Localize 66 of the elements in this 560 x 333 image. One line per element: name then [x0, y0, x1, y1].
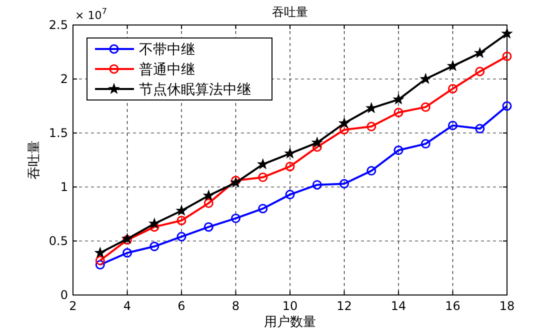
point: [366, 166, 376, 176]
point: [475, 66, 485, 76]
x-tick-label: 2: [69, 299, 77, 313]
point: [340, 125, 349, 135]
y-tick-label: 1: [60, 180, 68, 194]
point: [312, 137, 322, 148]
y-tick-label: 1.5: [48, 126, 68, 140]
point: [176, 232, 186, 242]
point: [502, 28, 512, 38]
point: [150, 222, 160, 232]
point: [393, 94, 404, 104]
x-tick-label: 12: [336, 299, 352, 313]
y-tick-label: 2: [60, 72, 68, 86]
point: [150, 242, 160, 252]
chart-title: 吞吐量: [272, 5, 308, 19]
point: [420, 139, 430, 149]
y-tick-label: 2.5: [48, 18, 68, 32]
point: [448, 60, 458, 70]
y-axis-title: 吞吐量: [27, 140, 42, 180]
point: [176, 205, 187, 216]
x-tick-label: 8: [232, 299, 240, 313]
point: [340, 179, 349, 189]
point: [284, 148, 296, 158]
point: [149, 218, 160, 228]
legend-label: 不带中继: [139, 42, 195, 58]
point: [366, 102, 377, 113]
point: [394, 146, 404, 156]
point: [204, 222, 214, 232]
point: [204, 198, 214, 208]
point: [502, 52, 512, 62]
point: [448, 120, 458, 130]
point: [95, 256, 105, 266]
point: [95, 260, 105, 270]
point: [258, 158, 268, 169]
legend-label: 节点休眠算法中继: [139, 82, 251, 98]
point: [312, 142, 322, 152]
point: [203, 190, 214, 200]
y-tick-label: 0: [60, 288, 68, 302]
text: × 10$^{7}$: [75, 6, 107, 22]
point: [339, 118, 350, 128]
x-tick-label: 10: [282, 299, 298, 313]
x-tick-label: 16: [445, 299, 460, 313]
point: [258, 172, 268, 182]
point: [502, 101, 512, 111]
point: [474, 48, 486, 58]
point: [448, 84, 458, 94]
point: [285, 190, 295, 200]
point: [94, 247, 106, 258]
point: [176, 216, 186, 226]
point: [366, 122, 376, 132]
x-tick-label: 14: [390, 299, 406, 313]
point: [258, 204, 268, 214]
x-tick-label: 18: [499, 299, 515, 313]
point: [394, 108, 404, 118]
point: [475, 124, 485, 134]
point: [420, 74, 431, 84]
point: [420, 102, 430, 112]
point: [231, 214, 240, 224]
x-tick-label: 6: [178, 299, 186, 313]
point: [312, 180, 322, 190]
x-axis-title: 用户数量: [264, 315, 316, 330]
legend-label: 普通中继: [139, 61, 195, 78]
point: [285, 162, 295, 172]
x-tick-label: 4: [123, 299, 132, 313]
point: [122, 248, 132, 258]
y-tick-label: 0.5: [48, 234, 68, 248]
